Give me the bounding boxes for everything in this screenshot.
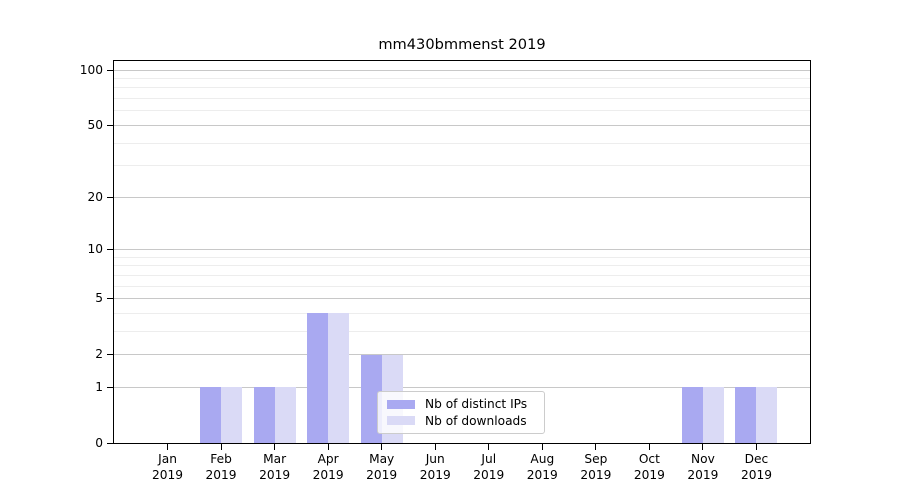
x-tick	[381, 444, 383, 450]
x-tick	[541, 444, 543, 450]
minor-gridline	[114, 274, 810, 276]
x-tick	[595, 444, 597, 450]
bar-mar-distinct-ips	[253, 387, 275, 443]
y-tick-label: 2	[95, 347, 103, 362]
y-tick-label: 100	[79, 62, 103, 77]
y-tick	[107, 69, 114, 71]
minor-gridline	[114, 87, 810, 89]
minor-gridline	[114, 142, 810, 144]
chart-title: mm430bmmenst 2019	[378, 36, 546, 53]
y-tick	[107, 298, 114, 300]
x-tick-label: Nov 2019	[687, 452, 719, 482]
minor-gridline	[114, 165, 810, 167]
major-gridline	[114, 248, 810, 250]
legend-item-distinct-ips: Nb of distinct IPs	[387, 398, 536, 410]
major-gridline	[114, 298, 810, 300]
y-tick-label: 20	[87, 189, 103, 204]
x-tick-label: Jul 2019	[473, 452, 505, 482]
legend-label-distinct-ips: Nb of distinct IPs	[425, 397, 528, 411]
y-tick	[107, 386, 114, 388]
x-tick-label: Dec 2019	[740, 452, 772, 482]
minor-gridline	[114, 312, 810, 314]
x-tick	[327, 444, 329, 450]
y-tick-label: 10	[87, 241, 103, 256]
major-gridline	[114, 124, 810, 126]
x-tick-label: Mar 2019	[259, 452, 291, 482]
legend-item-downloads: Nb of downloads	[387, 415, 536, 427]
major-gridline	[114, 196, 810, 198]
x-tick	[434, 444, 436, 450]
major-gridline	[114, 354, 810, 356]
x-tick-label: Sep 2019	[580, 452, 612, 482]
minor-gridline	[114, 265, 810, 267]
bar-nov-downloads	[702, 387, 724, 443]
x-tick	[274, 444, 276, 450]
minor-gridline	[114, 256, 810, 258]
x-tick	[648, 444, 650, 450]
bar-dec-downloads	[756, 387, 778, 443]
x-tick-label: Jan 2019	[152, 452, 184, 482]
bar-apr-downloads	[328, 313, 350, 443]
x-tick	[220, 444, 222, 450]
y-tick	[107, 248, 114, 250]
y-tick	[107, 354, 114, 356]
plot-area: Nb of distinct IPs Nb of downloads	[113, 60, 811, 444]
y-tick-label: 1	[95, 379, 103, 394]
minor-gridline	[114, 285, 810, 287]
bar-apr-distinct-ips	[307, 313, 329, 443]
bar-feb-downloads	[221, 387, 243, 443]
y-tick-label: 0	[95, 436, 103, 450]
legend-swatch-downloads-icon	[387, 416, 415, 426]
x-tick-label: Aug 2019	[526, 452, 558, 482]
bar-mar-downloads	[274, 387, 296, 443]
x-tick	[702, 444, 704, 450]
minor-gridline	[114, 110, 810, 112]
legend-swatch-distinct-ips-icon	[387, 399, 415, 409]
x-tick	[488, 444, 490, 450]
y-tick-label: 5	[95, 291, 103, 306]
minor-gridline	[114, 330, 810, 332]
legend-label-downloads: Nb of downloads	[425, 413, 527, 428]
bar-feb-distinct-ips	[200, 387, 222, 443]
bar-nov-distinct-ips	[681, 387, 703, 443]
y-tick	[107, 124, 114, 126]
x-tick-label: Apr 2019	[312, 452, 344, 482]
x-tick-label: Jun 2019	[419, 452, 451, 482]
x-tick-label: Feb 2019	[205, 452, 237, 482]
x-tick	[167, 444, 169, 450]
major-gridline	[114, 386, 810, 388]
legend: Nb of distinct IPs Nb of downloads	[377, 391, 545, 434]
bar-dec-distinct-ips	[735, 387, 757, 443]
minor-gridline	[114, 98, 810, 100]
minor-gridline	[114, 78, 810, 80]
y-tick	[107, 196, 114, 198]
y-tick-label: 50	[87, 117, 103, 132]
bar-may-distinct-ips	[360, 354, 382, 443]
x-tick-label: May 2019	[366, 452, 398, 482]
x-tick	[755, 444, 757, 450]
major-gridline	[114, 69, 810, 71]
x-tick-label: Oct 2019	[633, 452, 665, 482]
y-tick	[107, 443, 114, 444]
